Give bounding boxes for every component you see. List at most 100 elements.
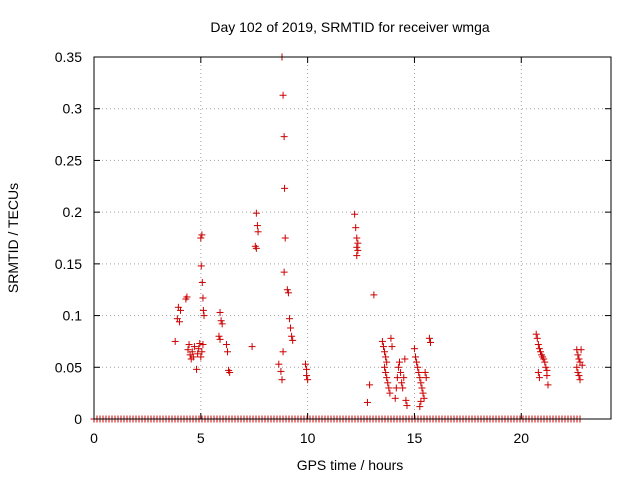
data-point	[412, 353, 420, 361]
data-point	[419, 389, 427, 397]
data-point	[382, 353, 390, 361]
data-point	[416, 374, 424, 382]
data-point	[398, 379, 406, 387]
data-point	[197, 353, 205, 361]
data-point	[285, 315, 293, 323]
data-point	[397, 368, 405, 376]
data-point	[544, 381, 552, 389]
data-point	[366, 381, 374, 389]
y-tick-label: 0.3	[63, 101, 83, 117]
data-point	[351, 210, 359, 218]
data-point	[353, 252, 361, 260]
data-point	[421, 368, 429, 376]
data-point	[353, 243, 361, 251]
data-point	[281, 234, 289, 242]
data-point	[426, 338, 434, 346]
data-point	[222, 341, 230, 349]
data-point	[422, 374, 430, 382]
data-point	[226, 368, 234, 376]
data-point	[253, 222, 261, 230]
data-point	[284, 289, 292, 297]
data-point	[534, 341, 542, 349]
y-tick-label: 0.35	[55, 49, 82, 65]
data-point	[198, 348, 206, 356]
data-point	[185, 341, 193, 349]
data-point	[190, 343, 198, 351]
data-point	[218, 320, 226, 328]
y-tick-label: 0	[74, 411, 82, 427]
data-point	[542, 363, 550, 371]
data-point	[177, 306, 185, 314]
data-point	[283, 286, 291, 294]
data-point	[392, 384, 400, 392]
data-point	[199, 306, 207, 314]
data-point	[254, 228, 262, 236]
x-tick-label: 0	[90, 430, 98, 446]
data-point	[533, 334, 541, 342]
data-point	[540, 355, 548, 363]
data-point	[416, 403, 424, 411]
data-point	[417, 379, 425, 387]
data-point	[353, 234, 361, 242]
data-point	[574, 351, 582, 359]
data-point	[363, 398, 371, 406]
data-point	[279, 91, 287, 99]
data-point	[402, 396, 410, 404]
data-point	[248, 343, 256, 351]
data-point	[352, 224, 360, 232]
data-point	[396, 358, 403, 366]
data-point	[379, 343, 387, 351]
data-point	[217, 317, 225, 325]
x-tick-label: 5	[197, 430, 205, 446]
x-tick-label: 20	[513, 430, 529, 446]
y-axis-label: SRMTID / TECUs	[5, 183, 21, 293]
data-point	[543, 372, 551, 380]
data-point	[194, 350, 202, 358]
data-point	[575, 372, 583, 380]
data-point	[304, 376, 312, 384]
data-point	[535, 345, 543, 353]
data-point	[198, 278, 206, 286]
data-point	[277, 367, 285, 375]
data-point	[370, 291, 378, 299]
y-axis-ticks: 0 0.05 0.1 0.15 0.2 0.25 0.3 0.35	[55, 49, 611, 427]
data-point	[302, 360, 309, 368]
data-point	[403, 402, 411, 410]
data-point	[189, 353, 197, 361]
x-axis-label: GPS time / hours	[297, 457, 404, 473]
data-point	[196, 339, 204, 347]
data-point	[216, 308, 224, 316]
data-point	[381, 363, 389, 371]
y-tick-label: 0.2	[63, 204, 83, 220]
data-point	[175, 318, 183, 326]
data-point	[399, 384, 407, 392]
y-tick-label: 0.15	[55, 256, 82, 272]
data-point	[401, 355, 409, 363]
data-point	[387, 334, 395, 342]
data-point	[381, 348, 389, 356]
data-point	[414, 363, 422, 371]
x-tick-label: 15	[407, 430, 423, 446]
data-point	[391, 394, 399, 402]
data-point	[410, 345, 418, 353]
data-point	[384, 379, 392, 387]
x-axis-ticks: 0 5 10 15 20	[90, 57, 529, 446]
data-point	[280, 133, 288, 141]
data-point	[281, 184, 289, 192]
data-point	[303, 365, 311, 373]
data-point	[280, 268, 288, 276]
data-point	[386, 389, 394, 397]
data-point	[393, 374, 401, 382]
data-point	[354, 246, 362, 254]
data-point	[279, 348, 287, 356]
data-point	[199, 341, 207, 349]
x-tick-label: 10	[300, 430, 316, 446]
y-tick-label: 0.25	[55, 152, 82, 168]
data-point	[537, 348, 544, 356]
data-point	[200, 312, 208, 320]
data-point	[216, 335, 224, 343]
data-point	[215, 332, 223, 340]
data-point	[183, 293, 191, 301]
